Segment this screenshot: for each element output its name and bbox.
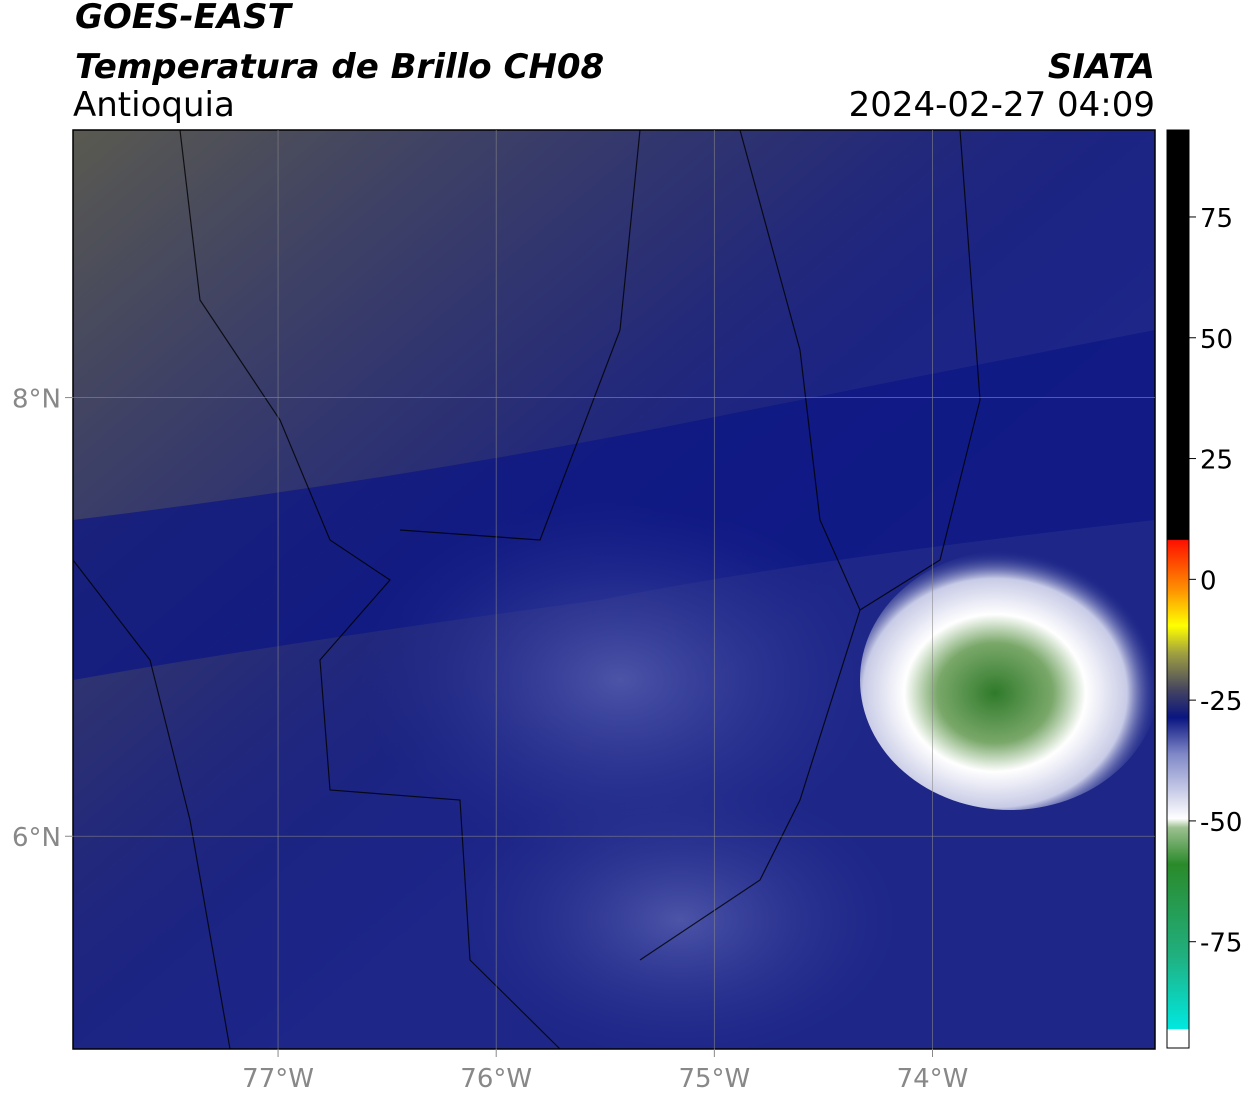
lon-tick-label: 76°W bbox=[460, 1064, 532, 1094]
region: Antioquia bbox=[73, 85, 235, 125]
colorbar-tick-label: 50 bbox=[1200, 325, 1233, 355]
map-image bbox=[73, 130, 1155, 1049]
map-frame bbox=[72, 129, 1156, 1050]
lat-tick-label: 6°N bbox=[12, 823, 61, 853]
colorbar-tick-label: 75 bbox=[1200, 204, 1233, 234]
lon-tick-label: 74°W bbox=[897, 1064, 969, 1094]
datetime: 2024-02-27 04:09 bbox=[849, 85, 1155, 125]
lat-tick-label: 8°N bbox=[12, 385, 61, 415]
colorbar bbox=[1166, 129, 1190, 1049]
colorbar-tick-label: -50 bbox=[1200, 808, 1242, 838]
colorbar-tick-label: -25 bbox=[1200, 687, 1242, 717]
lon-tick-label: 75°W bbox=[678, 1064, 750, 1094]
subtitle: Temperatura de Brillo CH08 bbox=[75, 47, 604, 87]
colorbar-tick-label: -75 bbox=[1200, 929, 1242, 959]
source: SIATA bbox=[1048, 47, 1155, 87]
colorbar-tick-label: 25 bbox=[1200, 446, 1233, 476]
title: GOES-EAST bbox=[75, 0, 294, 37]
lon-tick-label: 77°W bbox=[242, 1064, 314, 1094]
colorbar-tick-label: 0 bbox=[1200, 566, 1217, 596]
